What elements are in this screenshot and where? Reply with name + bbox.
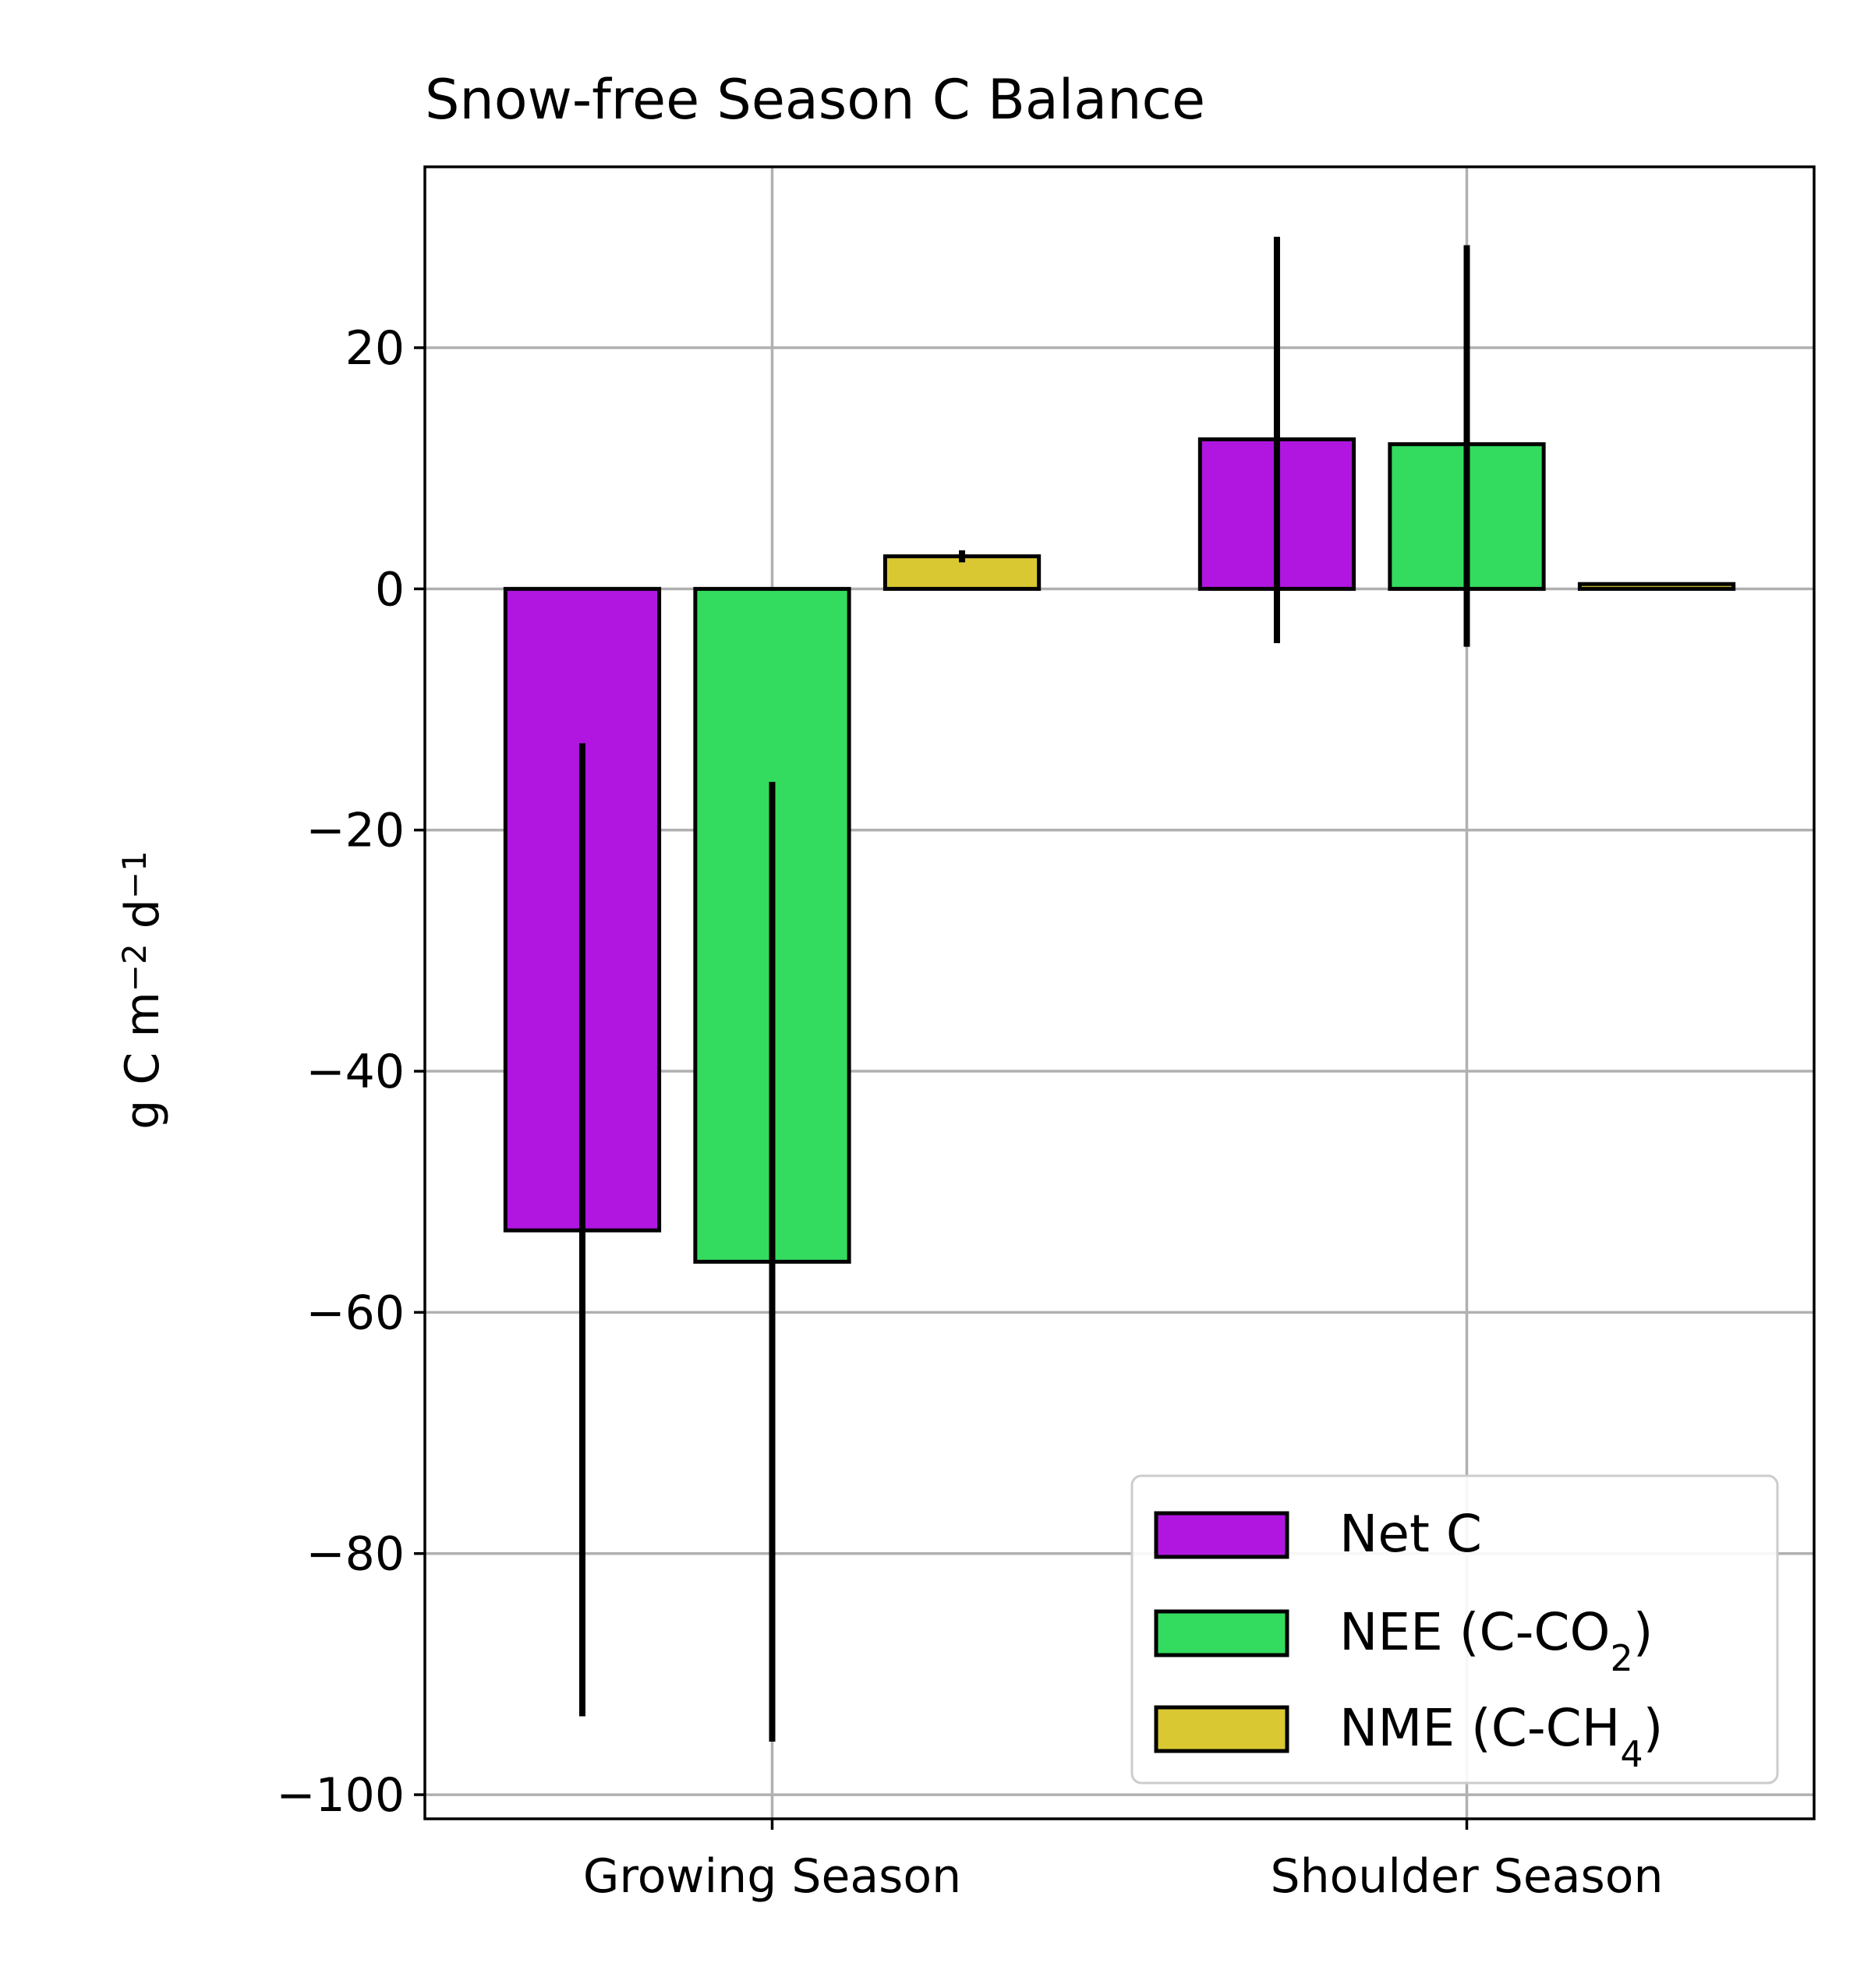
legend-label: NEE (C-CO2) [1339, 1602, 1653, 1679]
bars [503, 437, 1736, 1264]
y-tick-label: −100 [276, 1768, 405, 1823]
y-tick-label: −80 [306, 1527, 405, 1582]
legend-item: NEE (C-CO2) [1154, 1602, 1653, 1679]
legend-label: NME (C-CH4) [1339, 1698, 1663, 1775]
legend-item: NME (C-CH4) [1154, 1698, 1663, 1775]
legend-swatch [1154, 1705, 1289, 1753]
legend-frame [1130, 1474, 1779, 1785]
legend-label: Net C [1339, 1504, 1482, 1564]
legend-swatch [1154, 1511, 1289, 1559]
axis-ticks: −100 −80 −60 −40 −20 0 20 Growing Season Shoulde… [276, 321, 1663, 1904]
y-tick-label: −40 [306, 1045, 405, 1099]
y-tick-label: 0 [375, 562, 405, 617]
error-bars [578, 236, 1661, 1742]
legend: Net C NEE (C-CO2) NME (C-CH4) [1130, 1474, 1779, 1785]
plot-frame [423, 165, 1816, 1820]
legend-item: Net C [1154, 1504, 1482, 1564]
y-tick-label: 20 [345, 321, 405, 376]
chart-title: Snow-free Season C Balance [425, 68, 1205, 132]
x-tick-label: Growing Season [583, 1849, 961, 1904]
y-tick-label: −60 [306, 1286, 405, 1340]
y-tick-label: −20 [306, 804, 405, 858]
y-axis-label: g C m−2 d−1 [115, 851, 170, 1130]
legend-swatch [1154, 1609, 1289, 1657]
x-tick-label: Shoulder Season [1270, 1849, 1663, 1904]
